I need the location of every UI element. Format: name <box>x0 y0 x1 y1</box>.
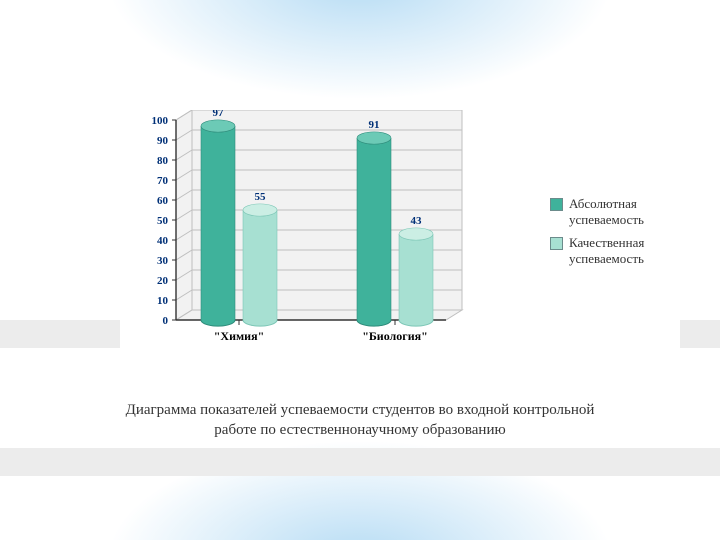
legend-swatch <box>550 198 563 211</box>
svg-text:70: 70 <box>157 175 169 187</box>
svg-text:20: 20 <box>157 275 169 287</box>
svg-text:97: 97 <box>213 110 225 119</box>
slide: 0 10 20 30 40 50 60 70 80 90 100 97 55 "Химия" 91 43 "Би… <box>0 0 720 540</box>
svg-text:55: 55 <box>255 191 267 203</box>
decor-band-2 <box>0 448 720 476</box>
bar-chart: 0 10 20 30 40 50 60 70 80 90 100 97 55 "Химия" 91 43 "Би… <box>120 110 540 360</box>
svg-text:"Биология": "Биология" <box>362 329 428 343</box>
caption: Диаграмма показателей успеваемости студе… <box>0 400 720 441</box>
svg-text:100: 100 <box>152 115 169 127</box>
caption-line: Диаграмма показателей успеваемости студе… <box>126 402 595 418</box>
caption-line: работе по естественнонаучному образовани… <box>214 422 505 438</box>
svg-text:50: 50 <box>157 215 169 227</box>
svg-text:91: 91 <box>369 119 380 131</box>
legend-label: Качественная успеваемость <box>569 235 680 268</box>
svg-text:40: 40 <box>157 235 169 247</box>
svg-text:"Химия": "Химия" <box>214 329 264 343</box>
legend-item: Качественная успеваемость <box>550 235 680 268</box>
svg-text:30: 30 <box>157 255 169 267</box>
legend-swatch <box>550 237 563 250</box>
legend-item: Абсолютная успеваемость <box>550 196 680 229</box>
legend-label: Абсолютная успеваемость <box>569 196 680 229</box>
svg-text:10: 10 <box>157 295 169 307</box>
svg-text:60: 60 <box>157 195 169 207</box>
svg-text:43: 43 <box>411 215 423 227</box>
legend: Абсолютная успеваемость Качественная усп… <box>550 190 680 273</box>
svg-text:0: 0 <box>163 315 169 327</box>
svg-text:90: 90 <box>157 135 169 147</box>
chart-container: 0 10 20 30 40 50 60 70 80 90 100 97 55 "Химия" 91 43 "Би… <box>120 110 680 370</box>
svg-text:80: 80 <box>157 155 169 167</box>
